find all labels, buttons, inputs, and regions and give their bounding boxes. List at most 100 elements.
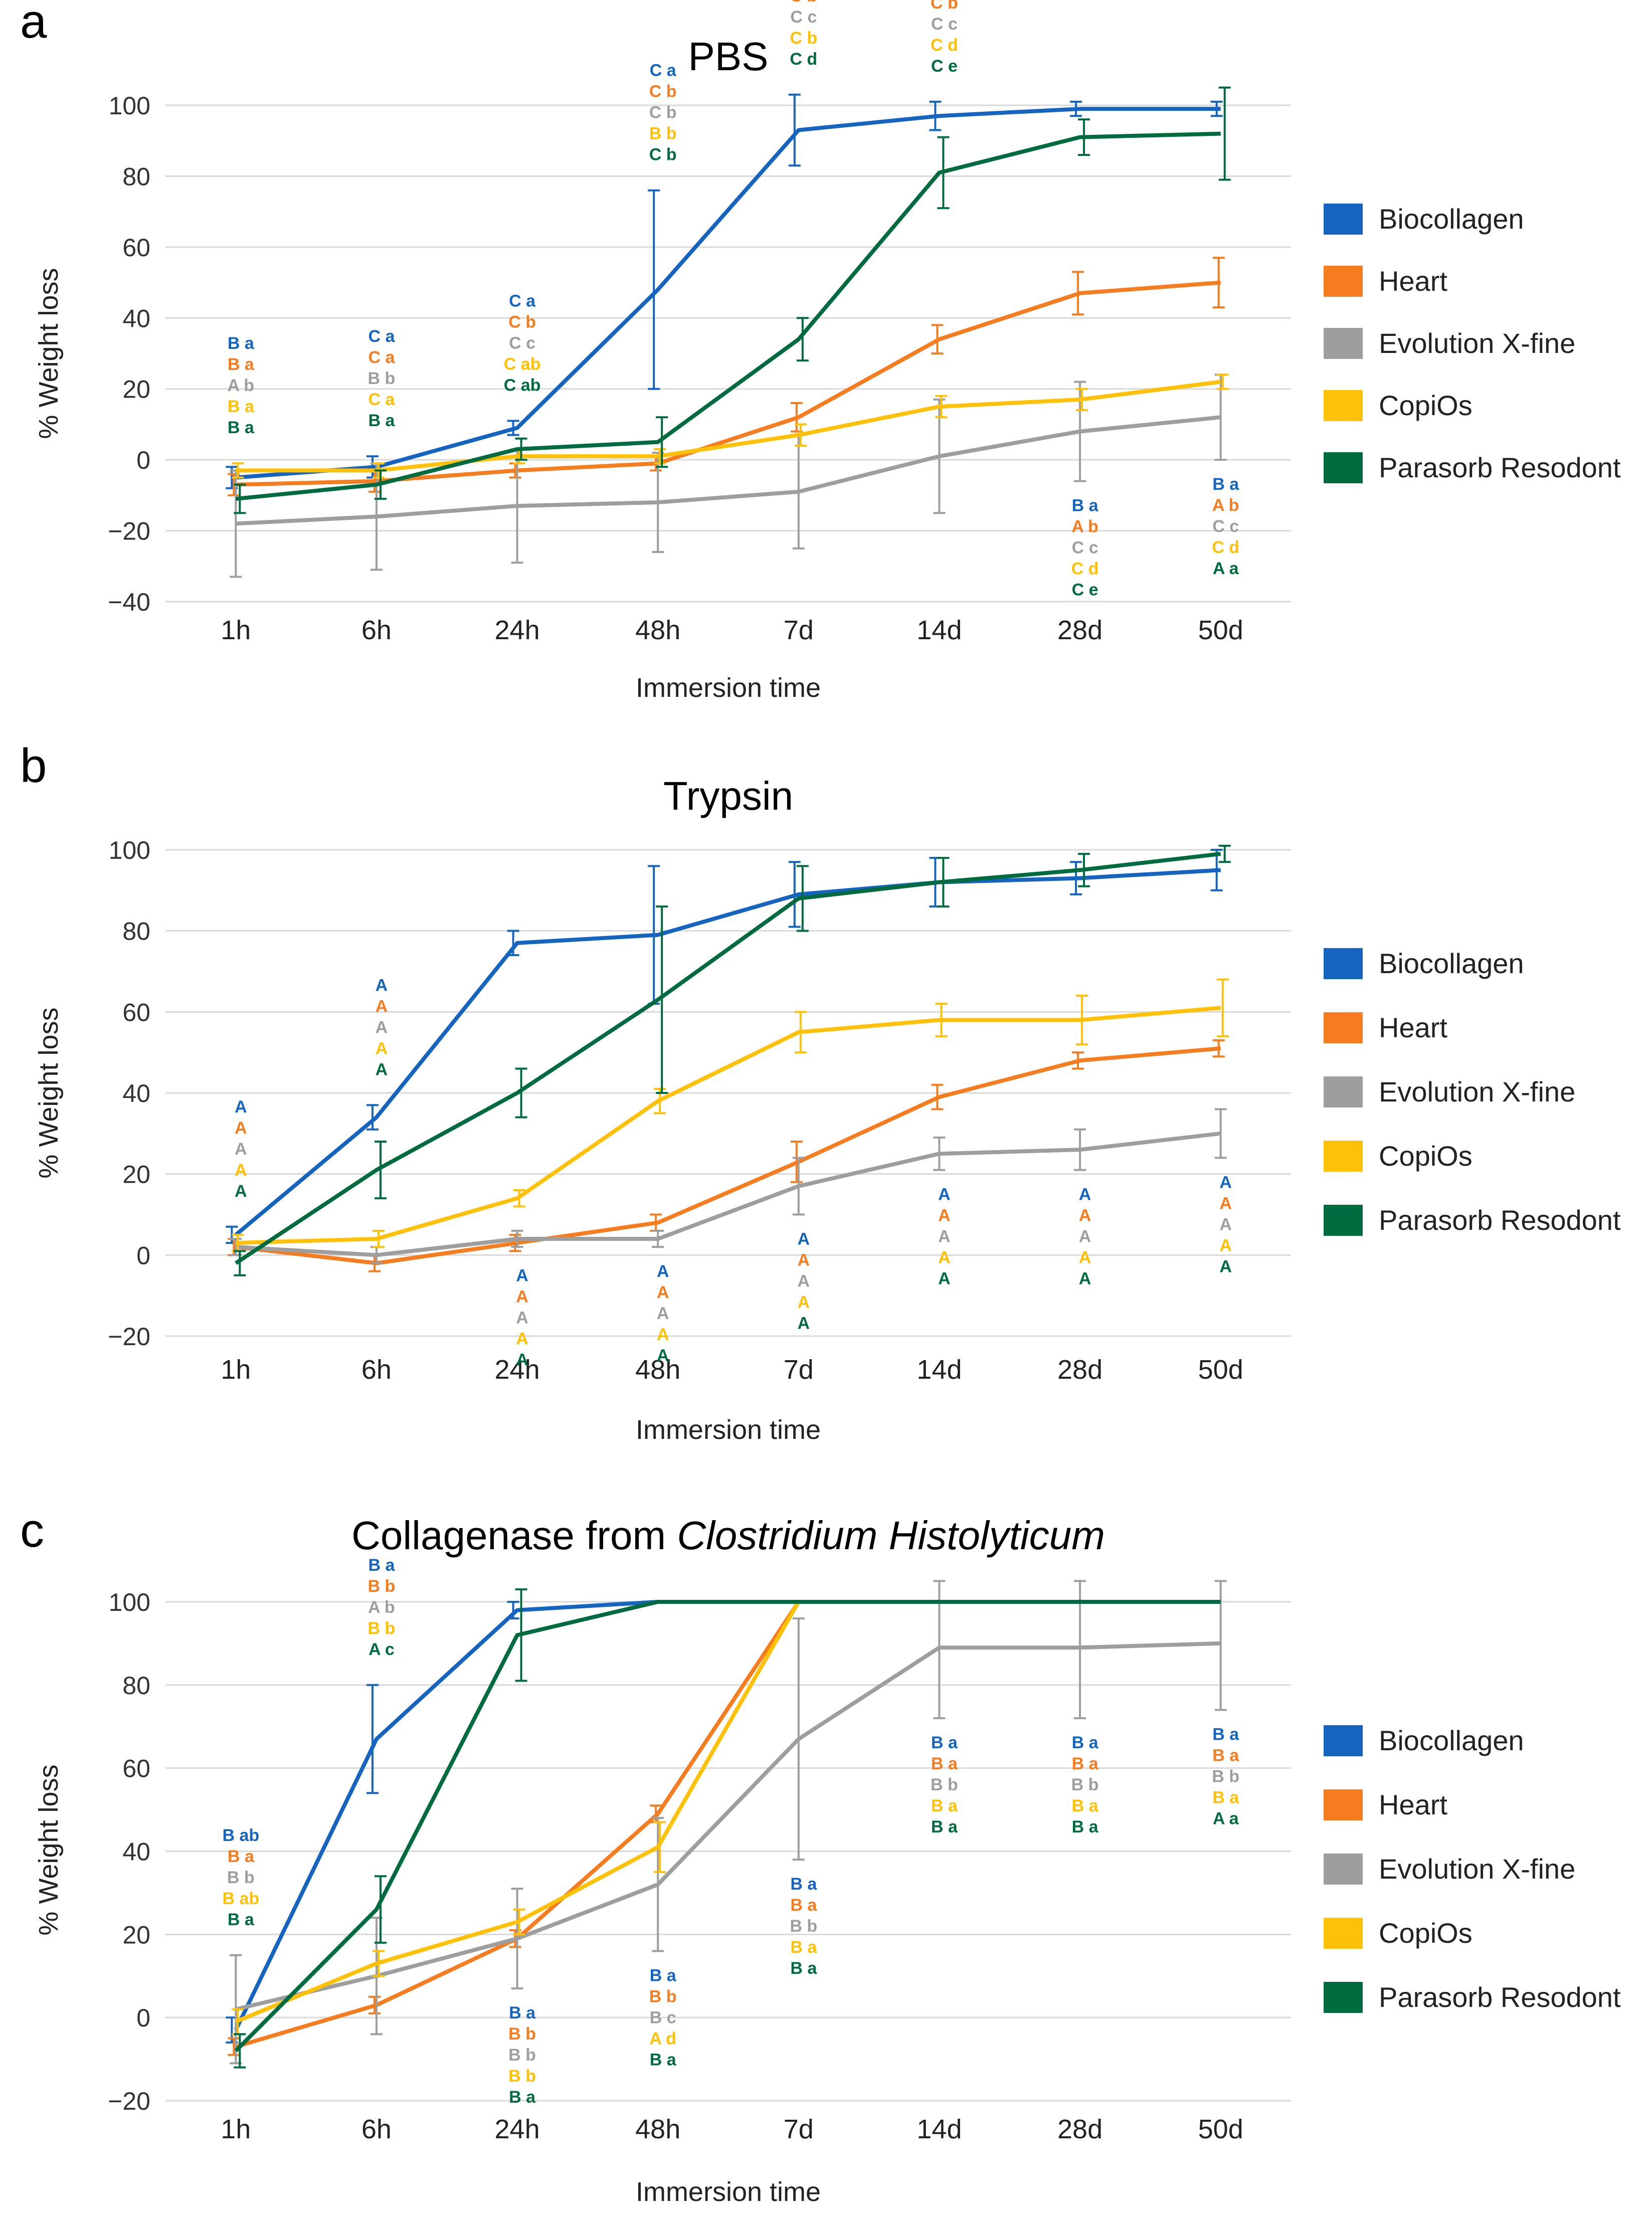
x-tick-label: 28d (1057, 615, 1103, 645)
y-tick-label: 20 (122, 1921, 150, 1949)
series-line-evolution-x-fine (236, 1131, 1221, 1257)
x-tick-label: 7d (784, 1355, 814, 1385)
significance-label: B a (1072, 1817, 1099, 1836)
chart-title-italic: Clostridium Histolyticum (677, 1513, 1105, 1558)
chart-title: PBS (688, 34, 768, 79)
significance-label: C b (790, 29, 817, 48)
y-axis-label: % Weight loss (34, 1764, 64, 1935)
legend-swatch (1324, 1012, 1363, 1043)
y-tick-label: 100 (109, 1588, 150, 1616)
significance-label: A (1219, 1257, 1232, 1276)
x-axis-label: Immersion time (636, 2177, 821, 2207)
significance-label: A (376, 976, 388, 995)
x-tick-label: 50d (1198, 2114, 1243, 2144)
y-tick-label: 60 (122, 1755, 150, 1783)
significance-label: B ab (222, 1826, 259, 1845)
significance-label: A b (368, 1598, 395, 1617)
legend-swatch (1324, 1918, 1363, 1949)
legend-label: Heart (1379, 1789, 1447, 1820)
x-tick-label: 7d (784, 615, 814, 645)
significance-label: C b (649, 103, 677, 122)
chart-title: Trypsin (663, 774, 793, 818)
x-tick-label: 6h (361, 2114, 392, 2144)
significance-label: C b (649, 82, 677, 101)
series-line-biocollagen (236, 107, 1221, 480)
significance-label: A (798, 1272, 810, 1291)
significance-label: A (516, 1266, 528, 1285)
significance-label: A (938, 1227, 951, 1246)
y-tick-label: 80 (122, 1672, 150, 1700)
legend-label: Parasorb Resodont (1379, 1981, 1621, 2013)
panel-letter: b (20, 739, 47, 793)
significance-label: C c (931, 15, 958, 34)
significance-label: C a (368, 390, 395, 409)
y-tick-label: 40 (122, 1838, 150, 1866)
significance-label: B b (508, 2024, 536, 2044)
y-axis-label: % Weight loss (34, 1007, 64, 1178)
significance-label: A (938, 1269, 951, 1288)
significance-label: A b (1071, 517, 1098, 536)
significance-label: A (516, 1329, 528, 1348)
legend-swatch (1324, 948, 1363, 979)
significance-label: A (376, 1039, 388, 1058)
significance-label: A (1219, 1215, 1232, 1234)
significance-label: B a (790, 1959, 817, 1978)
legend-label: Evolution X-fine (1379, 327, 1575, 359)
significance-label: B a (931, 1754, 958, 1773)
y-tick-label: 20 (122, 376, 150, 404)
legend-swatch (1324, 1141, 1363, 1172)
significance-label: A (516, 1350, 528, 1369)
significance-label: A (1219, 1236, 1232, 1255)
significance-label: B a (228, 397, 255, 416)
series-line-parasorb-resodont (234, 1600, 1221, 2053)
significance-label: B a (228, 1847, 255, 1866)
significance-label: A (516, 1287, 528, 1306)
significance-label: B b (368, 369, 396, 388)
chart-title: Collagenase from Clostridium Histolyticu… (351, 1513, 1105, 1558)
y-axis-label: % Weight loss (34, 268, 64, 439)
significance-label: B b (227, 1868, 255, 1887)
panel-c: c Collagenase from Clostridium Histolytic… (20, 1504, 1621, 2207)
significance-label: A (657, 1304, 669, 1323)
x-tick-label: 1h (221, 2114, 251, 2144)
legend-label: Biocollagen (1379, 948, 1524, 979)
significance-label: B b (790, 1917, 817, 1936)
legend-label: Heart (1379, 265, 1447, 297)
y-tick-label: −40 (108, 588, 150, 616)
legend-swatch (1324, 266, 1363, 297)
significance-label: B b (368, 1619, 396, 1638)
legend-label: Heart (1379, 1012, 1447, 1043)
significance-label: B a (790, 1875, 817, 1894)
series-line-evolution-x-fine (235, 1641, 1221, 2011)
significance-label: B a (1212, 1746, 1239, 1765)
chart-title-text: Trypsin (663, 774, 793, 818)
x-tick-label: 1h (221, 1355, 251, 1385)
significance-label: C ab (504, 376, 541, 395)
significance-label: B ab (222, 1889, 259, 1908)
significance-label: B b (1071, 1775, 1099, 1794)
significance-label: B b (368, 1577, 396, 1596)
legend-swatch (1324, 1982, 1363, 2013)
x-tick-label: 48h (635, 615, 680, 645)
x-axis-label: Immersion time (636, 1415, 821, 1445)
x-tick-label: 24h (495, 2114, 540, 2144)
x-tick-label: 48h (635, 2114, 680, 2144)
significance-label: A (376, 1060, 388, 1079)
significance-label: B a (650, 2051, 677, 2070)
panel-letter: a (20, 0, 47, 48)
x-tick-label: 50d (1198, 615, 1243, 645)
significance-label: B a (228, 418, 255, 437)
legend-label: CopiOs (1379, 1917, 1473, 1949)
significance-label: C b (790, 0, 817, 6)
series-line-copios (236, 380, 1221, 473)
significance-label: C b (931, 0, 958, 13)
panel-a: a PBS −40 −20 0 20 40 60 80 100 1h 6h 24h 48h 7d 14d 28d… (20, 0, 1621, 703)
significance-label: C a (368, 327, 395, 346)
significance-label: B a (1072, 1796, 1099, 1815)
legend-swatch (1324, 328, 1363, 359)
legend-label: CopiOs (1379, 1140, 1473, 1172)
y-tick-label: 40 (122, 1079, 150, 1108)
x-tick-label: 24h (495, 615, 540, 645)
significance-label: B a (228, 334, 255, 353)
chart-title-text: Collagenase from (351, 1513, 677, 1558)
